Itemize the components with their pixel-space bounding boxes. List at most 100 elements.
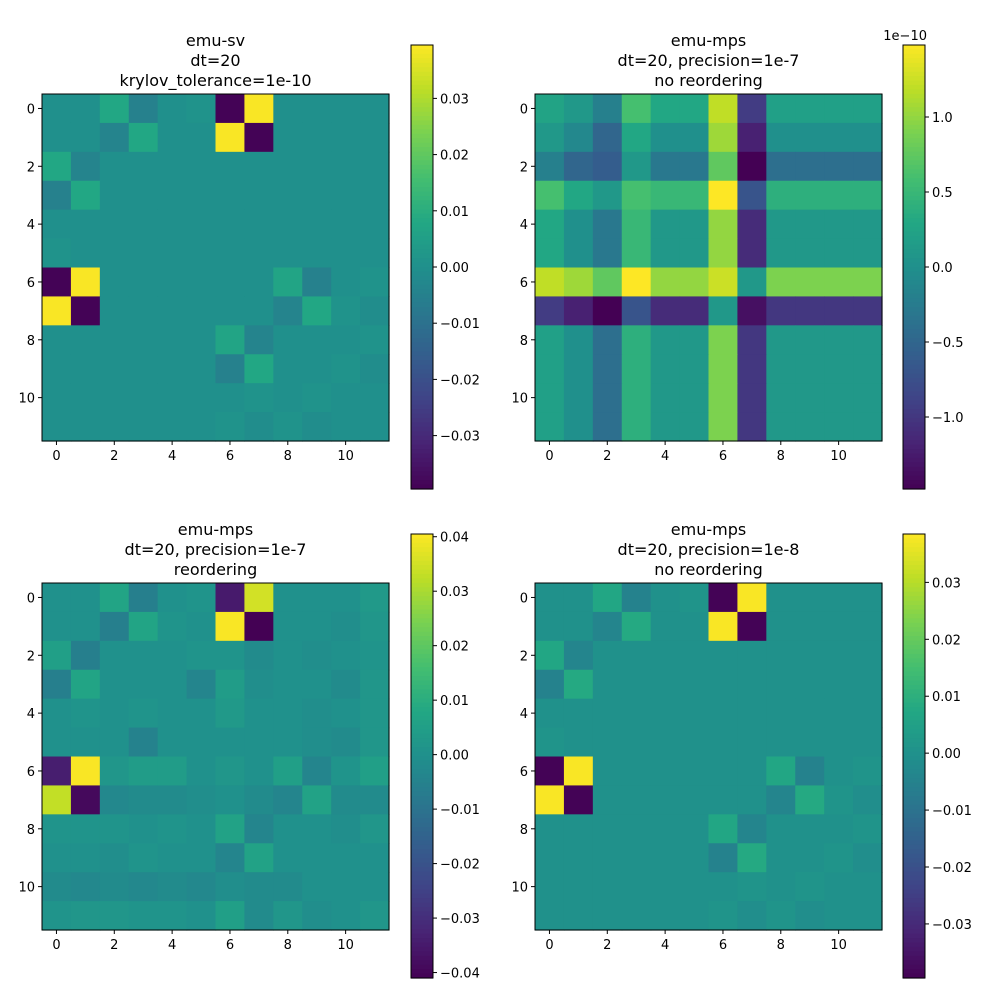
heatmap-cell <box>592 151 623 182</box>
colorbar-segment <box>411 649 433 655</box>
heatmap-cell <box>621 209 652 240</box>
colorbar-segment <box>411 173 433 179</box>
heatmap-cell <box>535 412 565 442</box>
colorbar-segment <box>411 676 433 682</box>
heatmap-cell <box>679 325 710 355</box>
colorbar-segment <box>903 71 925 77</box>
heatmap-cell <box>708 785 739 815</box>
colorbar-segment <box>411 658 433 664</box>
heatmap-cell <box>99 238 130 269</box>
heatmap-cell <box>708 611 739 642</box>
heatmap-cell <box>273 727 303 758</box>
colorbar-segment <box>411 534 433 540</box>
heatmap-cell <box>592 843 623 873</box>
heatmap-cell <box>853 296 883 326</box>
heatmap-cell <box>853 727 883 758</box>
colorbar-segment <box>411 342 433 348</box>
heatmap-cell <box>360 354 390 384</box>
colorbar-segment <box>411 791 433 797</box>
heatmap-cell <box>679 267 710 298</box>
colorbar-tick-label: 0.00 <box>932 747 961 762</box>
colorbar-segment <box>411 645 433 651</box>
colorbar-segment <box>411 867 433 873</box>
heatmap-cell <box>766 151 796 182</box>
heatmap-cell <box>679 180 710 211</box>
colorbar-segment <box>411 440 433 446</box>
colorbar-segment <box>903 315 925 321</box>
colorbar-segment <box>411 240 433 246</box>
colorbar-segment <box>411 591 433 597</box>
heatmap-cell <box>186 901 217 931</box>
colorbar-tick-label: 0.01 <box>932 690 961 705</box>
heatmap-cell <box>244 122 274 153</box>
colorbar-segment <box>411 280 433 286</box>
heatmap-cell <box>621 669 652 700</box>
colorbar-segment <box>411 471 433 477</box>
heatmap-cell <box>186 354 217 384</box>
heatmap-cell <box>360 785 390 815</box>
heatmap-cell <box>331 901 361 931</box>
colorbar-segment <box>411 302 433 308</box>
colorbar-segment <box>903 76 925 82</box>
panel-title-line: no reordering <box>654 71 763 90</box>
heatmap-cell <box>853 843 883 873</box>
colorbar-segment <box>903 231 925 237</box>
heatmap-cell <box>331 698 361 729</box>
heatmap-cell <box>737 843 767 873</box>
heatmap-cell <box>535 296 565 326</box>
colorbar-segment <box>411 906 433 912</box>
heatmap-cell <box>650 583 681 613</box>
heatmap-cell <box>650 180 681 211</box>
heatmap-cell <box>331 843 361 873</box>
heatmap-cell <box>128 611 159 642</box>
colorbar-segment <box>411 733 433 739</box>
heatmap-cell <box>535 669 565 700</box>
colorbar-segment <box>411 457 433 463</box>
heatmap-cell <box>535 872 565 902</box>
heatmap-cell <box>853 383 883 413</box>
heatmap-cell <box>563 611 594 642</box>
heatmap-cell <box>679 583 710 613</box>
colorbar-segment <box>411 671 433 677</box>
colorbar-segment <box>903 760 925 766</box>
colorbar-segment <box>411 267 433 273</box>
heatmap-cell <box>99 296 130 326</box>
colorbar-segment <box>411 449 433 455</box>
heatmap-cell <box>244 727 274 758</box>
colorbar-segment <box>411 116 433 122</box>
heatmap-cell <box>360 94 390 124</box>
heatmap-cell <box>679 238 710 269</box>
heatmap-cell <box>563 296 594 326</box>
heatmap-cell <box>157 698 188 729</box>
colorbar-segment <box>903 711 925 717</box>
colorbar-segment <box>903 782 925 788</box>
colorbar-segment <box>903 364 925 370</box>
colorbar-segment <box>903 329 925 335</box>
colorbar-segment <box>903 462 925 468</box>
heatmap-cell <box>186 94 217 124</box>
heatmap-cell <box>186 583 217 613</box>
heatmap-cell <box>563 843 594 873</box>
heatmap-cell <box>157 383 188 413</box>
colorbar-segment <box>411 62 433 68</box>
colorbar-segment <box>411 391 433 397</box>
heatmap-cell <box>679 901 710 931</box>
heatmap-cell <box>186 383 217 413</box>
colorbar-segment <box>903 622 925 628</box>
heatmap-cell <box>360 901 390 931</box>
heatmap-cell <box>535 180 565 211</box>
heatmap-cell <box>128 698 159 729</box>
colorbar-segment <box>903 271 925 277</box>
colorbar-segment <box>411 426 433 432</box>
colorbar-segment <box>903 609 925 615</box>
heatmap-cell <box>42 412 72 442</box>
colorbar-segment <box>411 413 433 419</box>
heatmap-cell <box>766 727 796 758</box>
heatmap-cell <box>244 669 274 700</box>
heatmap-cell <box>99 698 130 729</box>
heatmap-cell <box>215 785 246 815</box>
x-tick-label: 10 <box>830 938 847 953</box>
heatmap-cell <box>824 267 854 298</box>
heatmap-cell <box>302 412 332 442</box>
colorbar-segment <box>411 49 433 55</box>
